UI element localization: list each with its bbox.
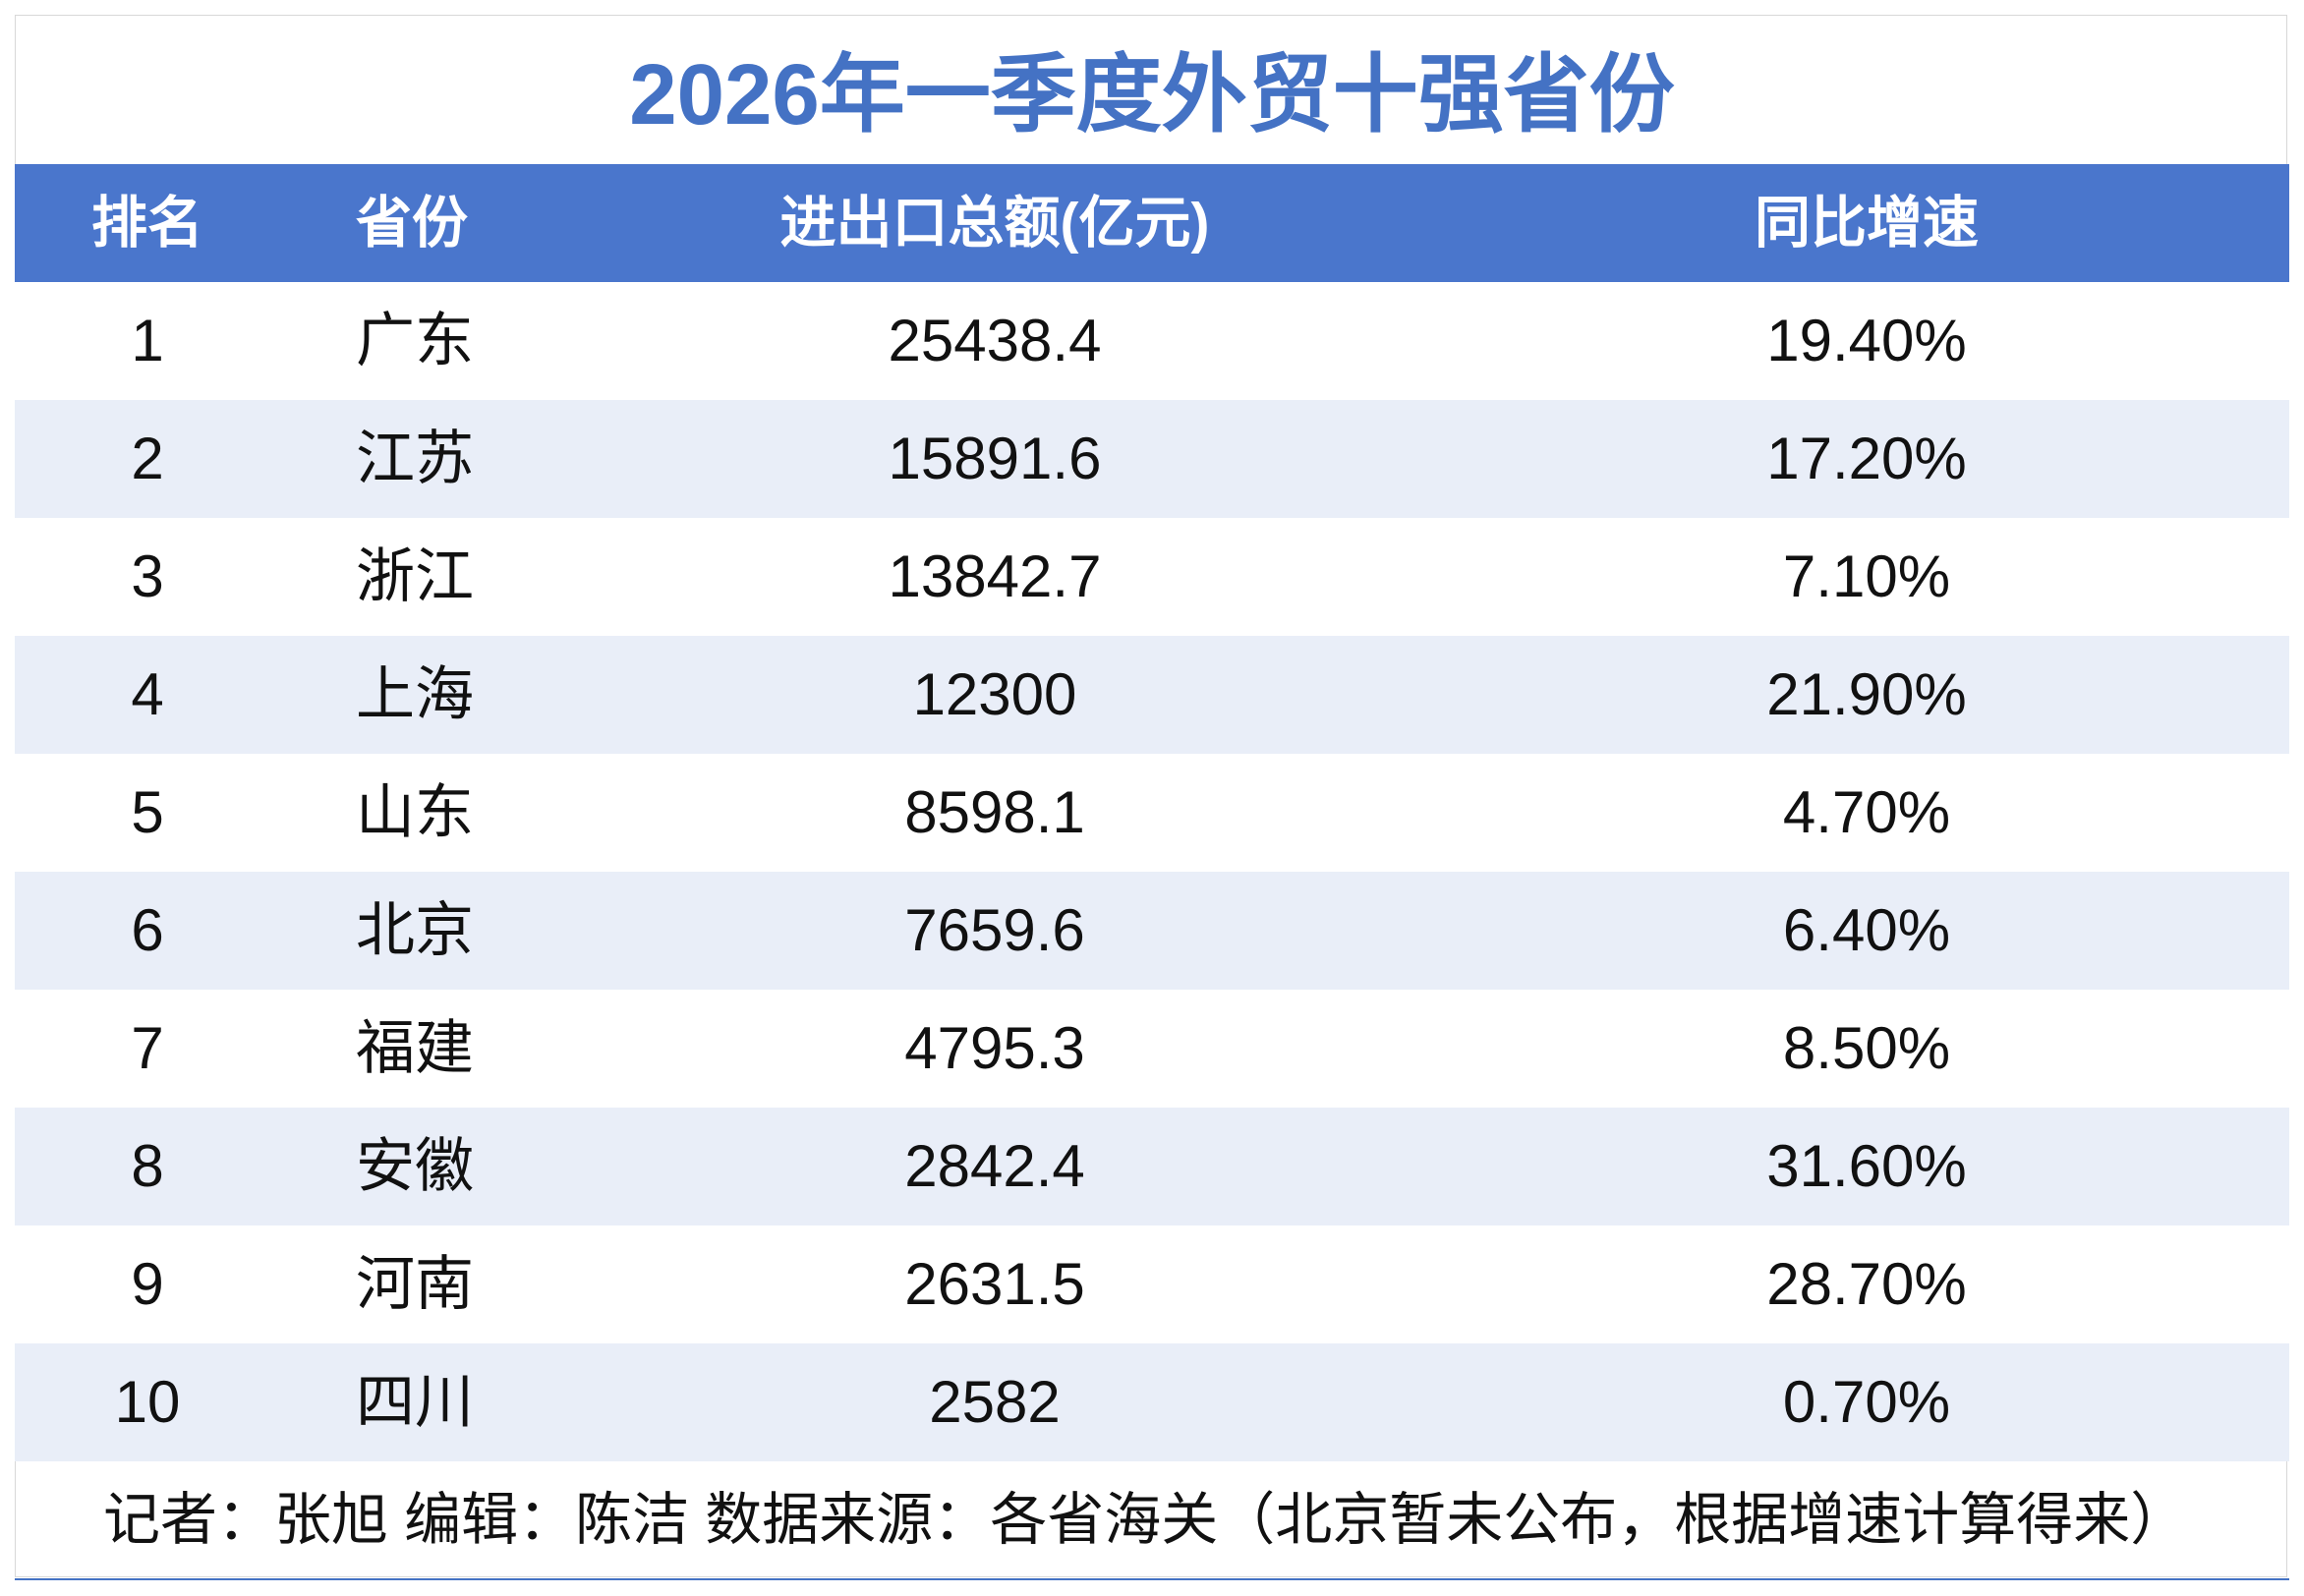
table-cell: 2 (131, 426, 164, 491)
table-row: 4 上海 12300 21.90% (15, 636, 2289, 754)
table-row: 10 四川 2582 0.70% (15, 1343, 2289, 1461)
table-cell: 4 (131, 661, 164, 727)
table-cell: 31.60% (1766, 1133, 1967, 1199)
table-cell: 5 (131, 779, 164, 845)
table-cell: 6 (131, 897, 164, 963)
table-cell: 21.90% (1766, 661, 1967, 727)
table-cell: 山东 (356, 779, 474, 845)
table-cell: 9 (131, 1251, 164, 1317)
table-cell: 12300 (912, 661, 1077, 727)
header-cell: 进出口总额(亿元) (779, 192, 1210, 255)
table-cell: 28.70% (1766, 1251, 1967, 1317)
table-cell: 1 (131, 308, 164, 373)
bottom-line (15, 1578, 2289, 1580)
table-cell: 25438.4 (888, 308, 1102, 373)
header-cell: 排名 (91, 192, 203, 255)
table-cell: 8598.1 (904, 779, 1085, 845)
header-cell: 省份 (356, 192, 468, 255)
table-row: 8 安徽 2842.4 31.60% (15, 1108, 2289, 1226)
table-cell: 7 (131, 1015, 164, 1081)
table-cell: 安徽 (356, 1133, 474, 1199)
table-cell: 17.20% (1766, 426, 1967, 491)
footer: 记者：张旭 编辑：陈洁 数据来源：各省海关（北京暂未公布，根据增速计算得来） (103, 1488, 2188, 1552)
table-cell: 四川 (356, 1369, 474, 1435)
table-cell: 广东 (356, 308, 474, 373)
table-cell: 7.10% (1782, 543, 1951, 609)
table-cell: 江苏 (356, 426, 474, 491)
table-cell: 2631.5 (904, 1251, 1085, 1317)
table-cell: 4.70% (1782, 779, 1951, 845)
table-row: 3 浙江 13842.7 7.10% (15, 518, 2289, 636)
table-cell: 2842.4 (904, 1133, 1085, 1199)
table-row: 9 河南 2631.5 28.70% (15, 1226, 2289, 1343)
header-cell: 同比增速 (1755, 192, 1979, 255)
table-cell: 2582 (929, 1369, 1061, 1435)
table-cell: 7659.6 (904, 897, 1085, 963)
table-cell: 6.40% (1782, 897, 1951, 963)
table-cell: 10 (114, 1369, 181, 1435)
table-cell: 8 (131, 1133, 164, 1199)
table-cell: 河南 (356, 1251, 474, 1317)
table-cell: 0.70% (1782, 1369, 1951, 1435)
table-row: 7 福建 4795.3 8.50% (15, 990, 2289, 1108)
table-cell: 北京 (356, 897, 474, 963)
table-row: 5 山东 8598.1 4.70% (15, 754, 2289, 872)
table-cell: 8.50% (1782, 1015, 1951, 1081)
table-cell: 上海 (356, 661, 474, 727)
table-row: 6 北京 7659.6 6.40% (15, 872, 2289, 990)
table-cell: 19.40% (1766, 308, 1967, 373)
header-row: 排名 省份 进出口总额(亿元) 同比增速 (15, 164, 2289, 282)
table-cell: 浙江 (356, 543, 474, 609)
table-cell: 4795.3 (904, 1015, 1085, 1081)
table-row: 1 广东 25438.4 19.40% (15, 282, 2289, 400)
table-cell: 15891.6 (888, 426, 1102, 491)
table-row: 2 江苏 15891.6 17.20% (15, 400, 2289, 518)
table-cell: 13842.7 (888, 543, 1102, 609)
table-cell: 福建 (356, 1015, 474, 1081)
title: 2026年一季度外贸十强省份 (629, 47, 1675, 142)
table-cell: 3 (131, 543, 164, 609)
